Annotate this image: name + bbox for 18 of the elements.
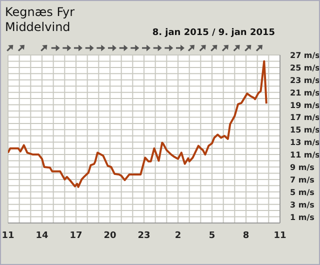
x-tick-label: 5 — [208, 231, 216, 241]
text: 8. jan 2015 / 9. jan 2015 — [152, 28, 275, 38]
x-tick-label: 8 — [242, 231, 250, 241]
y-tick-label: 3 m/s — [290, 200, 315, 210]
y-tick-label: 7 m/s — [290, 175, 315, 184]
x-tick-label: 20 — [104, 231, 116, 241]
y-tick-label: 5 m/s — [290, 188, 315, 197]
x-tick-label: 23 — [138, 231, 150, 241]
y-tick-label: 9 m/s — [290, 163, 315, 172]
y-tick-label: 1 m/s — [290, 212, 315, 222]
x-tick-label: 2 — [174, 231, 182, 241]
x-tick-label: 14 — [36, 231, 48, 241]
x-tick-label: 11 — [274, 231, 286, 241]
chart-subtitle: Middelvind — [5, 20, 72, 35]
x-tick-label: 11 — [2, 231, 14, 241]
chart-title: Kegnæs Fyr — [5, 5, 75, 20]
x-tick-label: 17 — [70, 231, 82, 241]
line-series — [8, 60, 268, 188]
